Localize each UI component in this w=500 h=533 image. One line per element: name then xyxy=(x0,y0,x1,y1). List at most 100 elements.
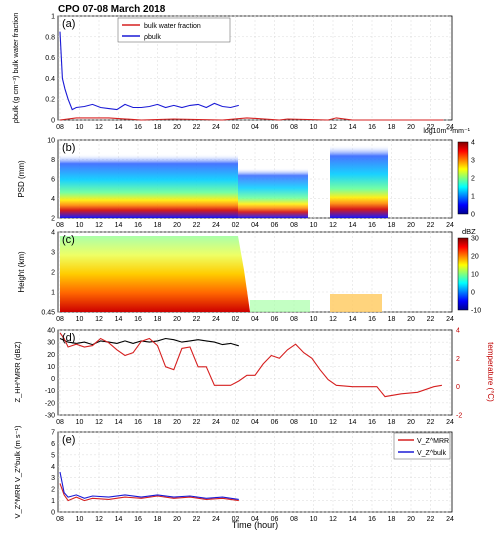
legend-e-box xyxy=(393,432,451,460)
psd-region-event2 xyxy=(330,145,388,218)
x-tick-1-15: 14 xyxy=(349,222,357,229)
ylabel-e: V_Z^MRR V_Z^bulk (m s⁻¹) xyxy=(13,425,22,519)
x-tick-1-3: 14 xyxy=(115,222,123,229)
y-tick-1-0: 2 xyxy=(51,216,55,223)
x-tick-2-0: 08 xyxy=(56,316,64,323)
x-tick-0-3: 14 xyxy=(115,124,123,131)
x-tick-labels: 08 10 12 14 16 18 20 22 24 02 04 06 08 10 12 14 16 18 20 22… xyxy=(56,124,454,523)
y-tick-0-4: 0.8 xyxy=(45,34,55,41)
y2-tick-1: 0 xyxy=(456,384,460,391)
x-tick-4-1: 10 xyxy=(76,516,84,523)
y-tick-0-0: 0 xyxy=(51,118,55,125)
cb2ticks-2: 10 xyxy=(471,272,479,279)
x-tick-0-0: 08 xyxy=(56,124,64,131)
x-tick-2-6: 20 xyxy=(173,316,181,323)
x-tick-3-16: 16 xyxy=(368,419,376,426)
x-tick-2-11: 06 xyxy=(271,316,279,323)
x-tick-2-18: 20 xyxy=(407,316,415,323)
x-tick-0-15: 14 xyxy=(349,124,357,131)
x-tick-2-14: 12 xyxy=(329,316,337,323)
cb2ticks-0: -10 xyxy=(471,308,481,315)
x-tick-1-2: 12 xyxy=(95,222,103,229)
panel-c-letter: (c) xyxy=(62,234,75,246)
legend-a-blue-label: ρbulk xyxy=(144,34,161,41)
x-tick-4-15: 14 xyxy=(349,516,357,523)
legend-e-blue-label: V_Z^bulk xyxy=(417,450,446,457)
x-tick-4-11: 06 xyxy=(271,516,279,523)
cb1ticks-1: 1 xyxy=(471,194,475,201)
x-tick-4-14: 12 xyxy=(329,516,337,523)
colorbar-dbz-ticks: -10 0 10 20 30 xyxy=(471,236,481,315)
y-tick-2-3: 3 xyxy=(51,250,55,257)
y-tick-0-3: 0.6 xyxy=(45,55,55,62)
x-tick-2-19: 22 xyxy=(427,316,435,323)
ylabel-d-right: temperature (°C) xyxy=(486,342,495,402)
series-a-1 xyxy=(59,31,239,111)
x-tick-3-0: 08 xyxy=(56,419,64,426)
x-tick-3-5: 18 xyxy=(154,419,162,426)
x-tick-3-15: 14 xyxy=(349,419,357,426)
x-tick-1-4: 16 xyxy=(134,222,142,229)
x-tick-0-6: 20 xyxy=(173,124,181,131)
panel-e-letter: (e) xyxy=(62,434,75,446)
y2-tick-2: 2 xyxy=(456,356,460,363)
x-tick-3-9: 02 xyxy=(232,419,240,426)
x-tick-2-9: 02 xyxy=(232,316,240,323)
y-tick-4-7: 7 xyxy=(51,430,55,437)
x-tick-0-9: 02 xyxy=(232,124,240,131)
y-tick-2-1: 1 xyxy=(51,290,55,297)
x-tick-4-19: 22 xyxy=(427,516,435,523)
y-tick-4-4: 4 xyxy=(51,464,55,471)
ylabel-c: Height (km) xyxy=(17,251,26,293)
y-tick-1-2: 6 xyxy=(51,177,55,184)
x-tick-3-2: 12 xyxy=(95,419,103,426)
x-tick-1-0: 08 xyxy=(56,222,64,229)
legend-a-red-label: bulk water fraction xyxy=(144,23,201,30)
x-tick-3-13: 10 xyxy=(310,419,318,426)
xlabel: Time (hour) xyxy=(232,520,278,530)
cb2ticks-1: 0 xyxy=(471,290,475,297)
x-tick-4-4: 16 xyxy=(134,516,142,523)
x-tick-0-14: 12 xyxy=(329,124,337,131)
x-tick-2-1: 10 xyxy=(76,316,84,323)
series-e-0 xyxy=(59,483,239,502)
x-tick-4-2: 12 xyxy=(95,516,103,523)
x-tick-1-9: 02 xyxy=(232,222,240,229)
ylabel-a: ρbulk (g cm⁻³) bulk water fraction xyxy=(11,13,20,124)
y-tick-3-7: 40 xyxy=(47,328,55,335)
x-tick-2-12: 08 xyxy=(290,316,298,323)
x-tick-4-8: 24 xyxy=(212,516,220,523)
y-tick-4-6: 6 xyxy=(51,441,55,448)
y-tick-labels: 00.20.40.60.812468100.451234-30-20-10010… xyxy=(41,14,462,517)
y-tick-3-0: -30 xyxy=(45,413,55,420)
x-tick-2-15: 14 xyxy=(349,316,357,323)
x-tick-4-5: 18 xyxy=(154,516,162,523)
y-tick-4-1: 1 xyxy=(51,498,55,505)
x-tick-3-19: 22 xyxy=(427,419,435,426)
x-tick-2-2: 12 xyxy=(95,316,103,323)
x-tick-1-12: 08 xyxy=(290,222,298,229)
cb1ticks-2: 2 xyxy=(471,176,475,183)
x-tick-4-7: 22 xyxy=(193,516,201,523)
y-tick-4-5: 5 xyxy=(51,452,55,459)
y-tick-3-4: 10 xyxy=(47,364,55,371)
x-tick-3-3: 14 xyxy=(115,419,123,426)
x-tick-0-19: 22 xyxy=(427,124,435,131)
x-tick-1-11: 06 xyxy=(271,222,279,229)
x-tick-0-8: 24 xyxy=(212,124,220,131)
x-tick-3-1: 10 xyxy=(76,419,84,426)
x-tick-3-6: 20 xyxy=(173,419,181,426)
cb2ticks-4: 30 xyxy=(471,236,479,243)
series-d-0 xyxy=(59,337,239,347)
colorbar-psd xyxy=(457,141,469,215)
x-tick-0-12: 08 xyxy=(290,124,298,131)
x-tick-4-20: 24 xyxy=(446,516,454,523)
y-tick-0-5: 1 xyxy=(51,14,55,21)
x-tick-1-16: 16 xyxy=(368,222,376,229)
legend-e-red-label: V_Z^MRR xyxy=(417,438,449,445)
y-tick-1-3: 8 xyxy=(51,157,55,164)
x-tick-3-10: 04 xyxy=(251,419,259,426)
y-tick-3-2: -10 xyxy=(45,388,55,395)
y-tick-2-2: 2 xyxy=(51,270,55,277)
